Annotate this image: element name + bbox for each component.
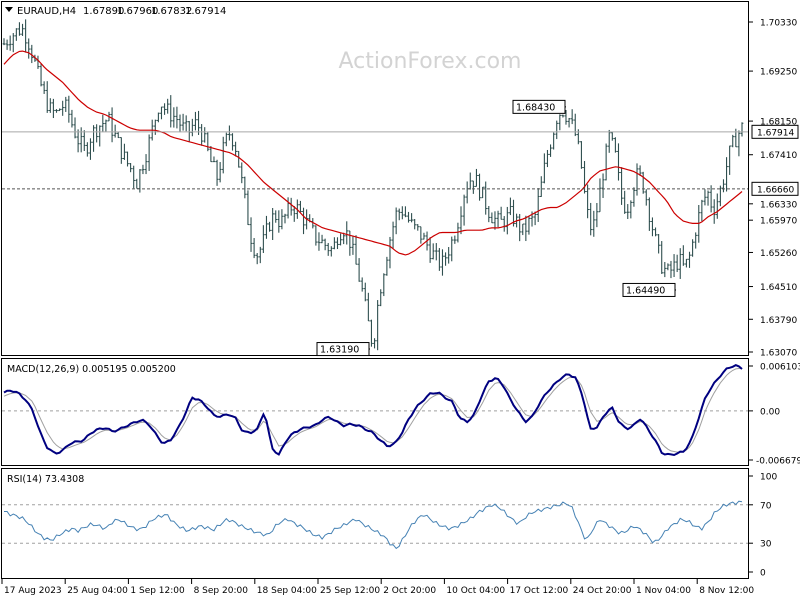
- price-tick-label: 1.70330: [760, 19, 797, 29]
- time-tick-label: 25 Sep 12:00: [320, 586, 380, 596]
- price-tick-label: 1.64510: [760, 283, 797, 293]
- time-tick-label: 18 Sep 04:00: [257, 586, 317, 596]
- price-axis: 1.70330 1.69250 1.68150 1.67410 1.66330 1.659…: [748, 19, 797, 359]
- annotation-label: 1.63190: [320, 345, 359, 356]
- time-tick-label: 25 Aug 04:00: [67, 586, 128, 596]
- annotation-box: [622, 282, 676, 297]
- time-tick-label: 1 Nov 04:00: [636, 586, 691, 596]
- price-header: EURAUD,H4 1.67890 1.67960 1.67832 1.6791…: [5, 6, 226, 17]
- price-annotations: 1.63190 1.68430 1.64490: [316, 99, 676, 357]
- ema-layer: [3, 50, 743, 256]
- price-tick-label: 1.63070: [760, 349, 797, 359]
- annotation-box: [512, 99, 566, 114]
- reference-level-box-label: 1.66660: [757, 185, 794, 195]
- time-tick-label: 24 Oct 20:00: [573, 586, 632, 596]
- macd-line: [3, 363, 743, 457]
- watermark: ActionForex.com: [339, 49, 522, 74]
- time-tick-label: 8 Nov 12:00: [699, 586, 754, 596]
- current-price-box-label: 1.67914: [757, 128, 794, 138]
- macd-label: MACD(12,26,9) 0.005195 0.005200: [7, 364, 176, 375]
- macd-panel-frame: [1, 358, 749, 466]
- collapse-triangle-icon[interactable]: [5, 7, 13, 12]
- rsi-label: RSI(14) 73.4308: [7, 474, 84, 485]
- macd-layer: [2, 363, 748, 457]
- time-tick-label: 8 Sep 20:00: [194, 586, 249, 596]
- current-price-box: [751, 124, 799, 139]
- rsi-line: [4, 500, 743, 550]
- rsi-layer: [2, 500, 748, 550]
- price-tick-label: 1.66330: [760, 200, 797, 210]
- rsi-tick-label: 70: [760, 501, 772, 511]
- macd-axis: 0.006103 0.00 -0.006679: [748, 363, 800, 467]
- time-axis: 17 Aug 2023 25 Aug 04:00 1 Sep 12:00 8 Sep …: [1, 579, 754, 596]
- macd-tick-label: -0.006679: [756, 457, 800, 467]
- annotation-box: [316, 342, 370, 357]
- price-tick-label: 1.65970: [760, 217, 797, 227]
- price-tick-label: 1.67410: [760, 151, 797, 161]
- annotation-label: 1.64490: [626, 285, 665, 296]
- price-bars: [2, 19, 744, 351]
- ema-line: [3, 50, 743, 256]
- rsi-tick-label: 30: [760, 540, 772, 550]
- high-value: 1.67960: [117, 6, 158, 17]
- rsi-axis: 100 70 30 0: [748, 473, 777, 579]
- time-tick-label: 1 Sep 12:00: [130, 586, 185, 596]
- symbol-label: EURAUD,H4: [17, 6, 76, 17]
- macd-tick-label: 0.006103: [760, 363, 800, 373]
- price-tick-label: 1.69250: [760, 68, 797, 78]
- macd-tick-label: 0.00: [760, 407, 780, 417]
- rsi-tick-label: 100: [760, 473, 777, 483]
- time-tick-label: 10 Oct 04:00: [446, 586, 505, 596]
- macd-signal-line: [3, 367, 743, 453]
- price-tick-label: 1.68150: [760, 118, 797, 128]
- time-tick-label: 2 Oct 20:00: [383, 586, 436, 596]
- rsi-panel-frame: [1, 468, 749, 579]
- low-value: 1.67832: [151, 6, 192, 17]
- annotation-label: 1.68430: [516, 102, 555, 113]
- close-value: 1.67914: [185, 6, 226, 17]
- level-markers: 1.67914 1.66660: [2, 124, 799, 196]
- open-value: 1.67890: [83, 6, 124, 17]
- time-tick-label: 17 Aug 2023: [4, 586, 62, 596]
- time-tick-label: 17 Oct 12:00: [510, 586, 569, 596]
- price-tick-label: 1.63790: [760, 316, 797, 326]
- rsi-tick-label: 0: [760, 569, 766, 579]
- price-tick-label: 1.65260: [760, 249, 797, 259]
- reference-level-box: [751, 181, 799, 196]
